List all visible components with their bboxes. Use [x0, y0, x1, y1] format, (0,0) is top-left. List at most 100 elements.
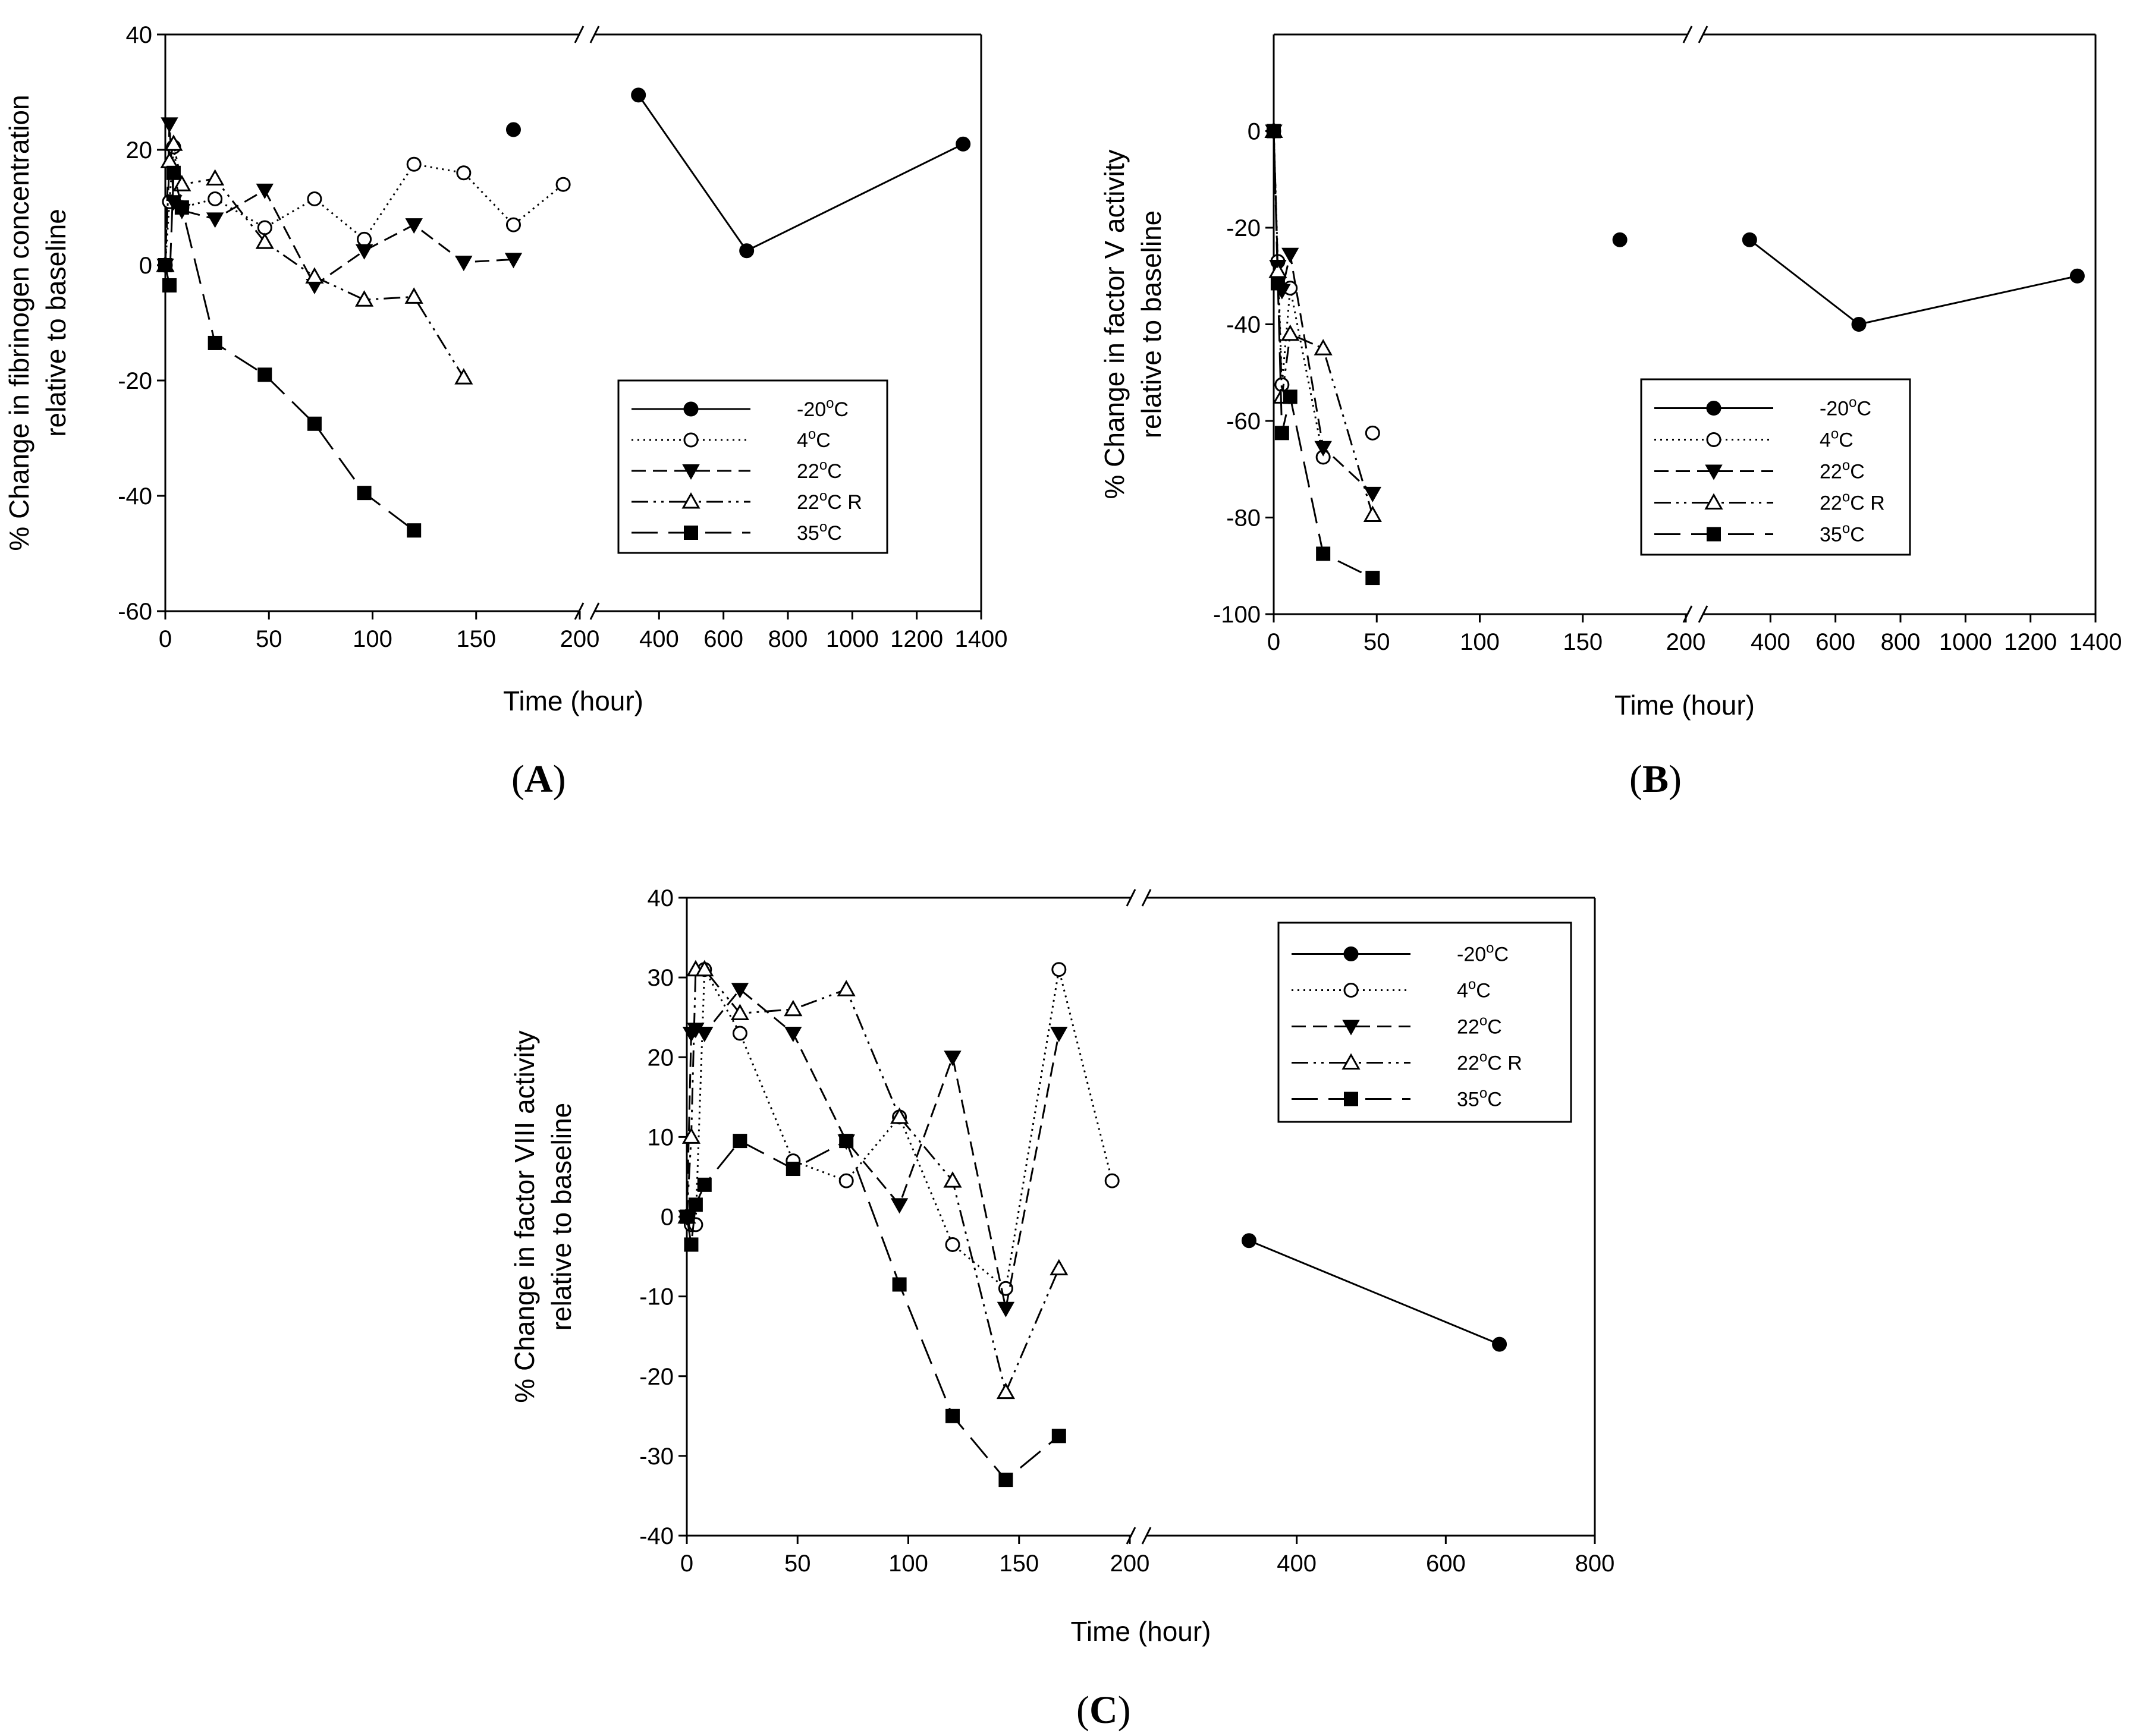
legend-label-unit: C: [1494, 944, 1509, 966]
data-point: [1365, 571, 1380, 586]
data-point: [997, 1301, 1015, 1317]
legend-label-value: 22: [1457, 1016, 1479, 1039]
data-point: [456, 165, 472, 181]
x-tick-label: 600: [1815, 629, 1855, 655]
plot-frame: [164, 26, 982, 620]
data-point: [732, 1026, 747, 1041]
x-tick-label: 100: [353, 626, 392, 652]
data-point: [956, 136, 971, 152]
y-tick-label: -100: [1213, 602, 1261, 628]
legend-label-value: 22: [1457, 1052, 1479, 1075]
data-point: [1365, 425, 1380, 441]
legend-entry: 22oC: [632, 457, 842, 483]
legend-label-degree: o: [1479, 1013, 1487, 1029]
data-point: [256, 183, 274, 199]
legend-label-degree: o: [1842, 489, 1850, 505]
data-point: [172, 175, 191, 191]
data-point: [1051, 962, 1067, 977]
data-point: [944, 1051, 962, 1067]
x-tick-label: 50: [784, 1551, 811, 1577]
legend-label-value: 4: [797, 429, 808, 452]
y-axis-title-line-2: relative to baseline: [546, 1103, 577, 1331]
y-tick-label: -80: [1226, 505, 1261, 532]
y-axis-title-line-2: relative to baseline: [1136, 210, 1167, 439]
legend-label: 4oC: [797, 426, 831, 452]
series-22-c-r: [156, 134, 473, 385]
data-point: [161, 117, 178, 133]
legend-label-unit: C: [827, 460, 842, 483]
legend-entry: -20oC: [1654, 395, 1871, 420]
data-point: [164, 134, 183, 151]
y-tick-label: 0: [661, 1204, 674, 1231]
data-point: [405, 218, 423, 234]
bottom-axis-break-mask: [579, 605, 595, 617]
legend-label-unit: C: [1839, 429, 1853, 452]
top-axis-break-slash-1: [1682, 26, 1693, 43]
data-point: [1274, 426, 1289, 441]
x-tick-label: 1400: [2069, 629, 2122, 655]
data-point: [784, 1027, 802, 1043]
legend-label-degree: o: [1486, 941, 1494, 957]
data-point: [1316, 546, 1331, 561]
top-axis-break-slash-1: [1126, 889, 1136, 907]
x-tick-label: 1400: [955, 626, 1008, 652]
series-line: [164, 143, 465, 378]
legend-label: 4oC: [1457, 977, 1491, 1002]
legend-marker: [1705, 464, 1723, 480]
legend-entry: 22oC: [1292, 1013, 1502, 1039]
legend-label-degree: o: [1831, 426, 1839, 442]
data-point: [837, 980, 856, 996]
panel-paren: (: [1629, 757, 1642, 801]
legend-label-unit: C: [1857, 398, 1872, 420]
data-point: [784, 999, 803, 1017]
x-tick-label: 1000: [826, 626, 879, 652]
legend-entry: -20oC: [1292, 941, 1509, 966]
data-point: [1314, 339, 1333, 356]
bottom-axis-break-mask: [1687, 608, 1704, 620]
legend-label: 22oC R: [797, 488, 862, 514]
y-tick-label: -10: [639, 1284, 674, 1310]
legend-label-degree: o: [808, 426, 816, 442]
y-ticks: -40 -30 -20 -10 0 10 20 30 40: [639, 885, 687, 1549]
x-axis-title: Time (hour): [1071, 1616, 1211, 1647]
legend-label-value: -20: [1820, 398, 1849, 420]
data-point: [357, 486, 372, 501]
data-point: [1241, 1233, 1256, 1248]
y-axis-title-line-1: % Change in factor V activity: [1099, 149, 1130, 499]
legend-label-value: -20: [1457, 944, 1486, 966]
data-point: [555, 177, 571, 192]
data-point: [1270, 276, 1285, 291]
legend-label-unit: C R: [827, 491, 862, 514]
legend-label: 4oC: [1820, 426, 1853, 452]
legend-label-degree: o: [1468, 977, 1476, 993]
x-tick-label: 1200: [2004, 629, 2057, 655]
data-point: [404, 287, 423, 304]
bottom-axis-break-slash-2: [1141, 1527, 1152, 1545]
x-tick-label: 100: [888, 1551, 928, 1577]
data-point: [1267, 124, 1281, 139]
series--20-c: [505, 87, 971, 259]
data-point: [890, 1198, 909, 1214]
x-tick-label: 400: [1751, 629, 1790, 655]
legend-label-value: 35: [797, 522, 819, 545]
legend-entry: 22oC: [1654, 458, 1865, 483]
bottom-axis-break-mask: [1130, 1530, 1147, 1542]
x-tick-label: 200: [1110, 1551, 1150, 1577]
legend-entry: 35oC: [632, 519, 842, 545]
data-point: [1283, 389, 1298, 404]
legend-marker: [1704, 493, 1723, 510]
legend-label-unit: C: [1487, 1089, 1502, 1111]
x-axis-title: Time (hour): [1614, 690, 1755, 721]
legend-label-unit: C: [1850, 461, 1865, 483]
data-point: [1050, 1259, 1069, 1276]
data-point: [307, 416, 322, 431]
x-axis-title: Time (hour): [503, 685, 643, 716]
x-tick-label: 100: [1460, 629, 1500, 655]
legend-label: 22oC: [797, 457, 842, 483]
data-point: [1742, 232, 1757, 247]
